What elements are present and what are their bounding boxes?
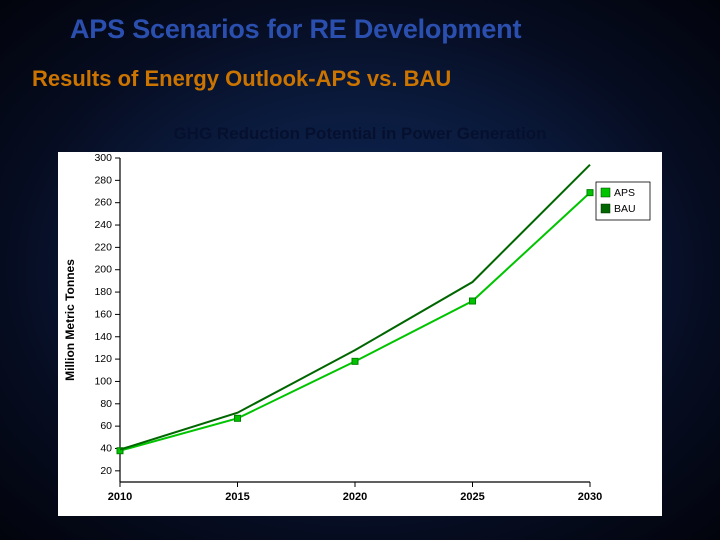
svg-text:60: 60 [100,420,112,432]
svg-text:2030: 2030 [578,491,602,503]
svg-text:80: 80 [100,398,112,410]
svg-text:40: 40 [100,442,112,454]
svg-text:140: 140 [94,331,112,343]
svg-text:240: 240 [94,219,112,231]
svg-text:200: 200 [94,264,112,276]
svg-text:2025: 2025 [460,491,484,503]
svg-text:260: 260 [94,197,112,209]
slide-title: APS Scenarios for RE Development [70,14,521,45]
svg-text:2020: 2020 [343,491,367,503]
chart-container: 20 40 60 80 100 120 140 160 180 200 220 240 260 280 30… [58,152,662,516]
line-chart: 20 40 60 80 100 120 140 160 180 200 220 240 260 280 30… [58,152,662,516]
svg-text:BAU: BAU [614,203,636,215]
svg-text:2010: 2010 [108,491,132,503]
svg-text:APS: APS [614,187,635,199]
svg-text:220: 220 [94,241,112,253]
svg-text:300: 300 [94,152,112,164]
svg-text:Million Metric Tonnes: Million Metric Tonnes [63,259,77,381]
svg-text:160: 160 [94,308,112,320]
svg-text:20: 20 [100,465,112,477]
svg-text:100: 100 [94,375,112,387]
svg-text:2015: 2015 [225,491,249,503]
svg-text:280: 280 [94,174,112,186]
slide-subtitle: Results of Energy Outlook-APS vs. BAU [32,66,451,92]
chart-title: GHG Reduction Potential in Power Generat… [0,124,720,144]
slide: APS Scenarios for RE Development Results… [0,0,720,540]
svg-text:120: 120 [94,353,112,365]
svg-text:180: 180 [94,286,112,298]
